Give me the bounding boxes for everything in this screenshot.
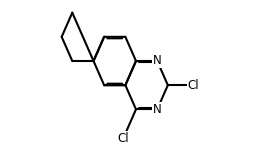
- Text: Cl: Cl: [117, 132, 129, 145]
- Text: N: N: [152, 55, 161, 67]
- Text: Cl: Cl: [187, 79, 198, 92]
- Text: N: N: [152, 103, 161, 116]
